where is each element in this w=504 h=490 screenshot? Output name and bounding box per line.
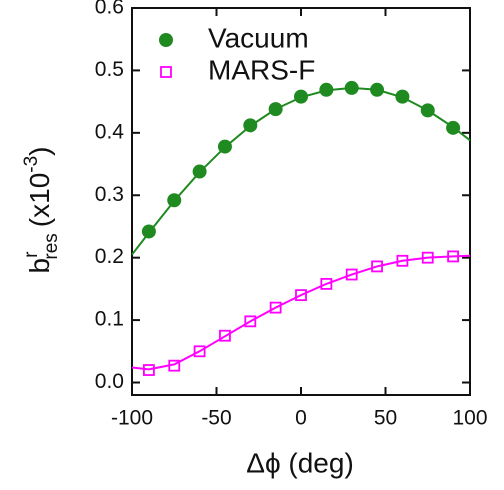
fit-line <box>131 254 471 371</box>
legend-label: Vacuum <box>208 22 309 53</box>
data-point <box>193 345 206 358</box>
y-label-unit-sup: -3 <box>21 156 42 173</box>
legend-marker <box>160 66 172 78</box>
x-tick-label: 0 <box>295 407 307 430</box>
y-axis-label: brres (x10-3) <box>21 146 62 273</box>
y-label-sup: r <box>21 251 42 258</box>
legend-label: MARS-F <box>208 54 315 85</box>
y-tick-label: 0.4 <box>95 120 125 143</box>
data-point <box>371 260 383 273</box>
data-point <box>344 80 359 95</box>
legend-marker <box>159 33 173 47</box>
data-point <box>395 89 410 104</box>
x-tick-label: -50 <box>201 407 231 430</box>
y-label-unit-end: ) <box>24 146 55 155</box>
data-point <box>243 118 258 133</box>
y-label-base: b <box>24 258 55 274</box>
data-point <box>269 301 282 314</box>
data-point <box>268 102 283 117</box>
data-point <box>142 364 155 376</box>
data-point <box>319 82 334 97</box>
data-point <box>446 120 461 135</box>
x-tick-label: -100 <box>111 407 153 430</box>
y-label-sub: res <box>41 233 62 259</box>
data-point <box>420 103 435 118</box>
data-point <box>244 315 257 328</box>
y-label-unit: (x10 <box>24 173 55 227</box>
x-tick-label: 100 <box>452 407 487 430</box>
data-point <box>421 251 434 264</box>
data-point <box>141 224 156 239</box>
y-tick-label: 0.2 <box>95 245 124 268</box>
data-point <box>294 89 308 104</box>
data-point <box>447 250 460 263</box>
x-axis-label: Δϕ (deg) <box>246 447 354 478</box>
data-point <box>168 359 181 372</box>
data-point <box>345 268 358 281</box>
data-point <box>396 254 409 267</box>
data-point <box>370 82 385 97</box>
data-point <box>219 329 231 342</box>
data-point <box>295 289 307 302</box>
data-point <box>320 277 333 290</box>
data-point <box>217 139 232 154</box>
y-tick-label: 0.3 <box>95 183 124 206</box>
x-tick-label: 50 <box>374 407 397 430</box>
y-tick-label: 0.6 <box>95 0 124 19</box>
y-tick-label: 0.1 <box>95 308 124 331</box>
fit-line <box>131 86 471 256</box>
data-point <box>192 164 207 179</box>
y-tick-label: 0.0 <box>95 370 124 393</box>
y-tick-label: 0.5 <box>95 58 124 81</box>
data-point <box>167 193 182 208</box>
